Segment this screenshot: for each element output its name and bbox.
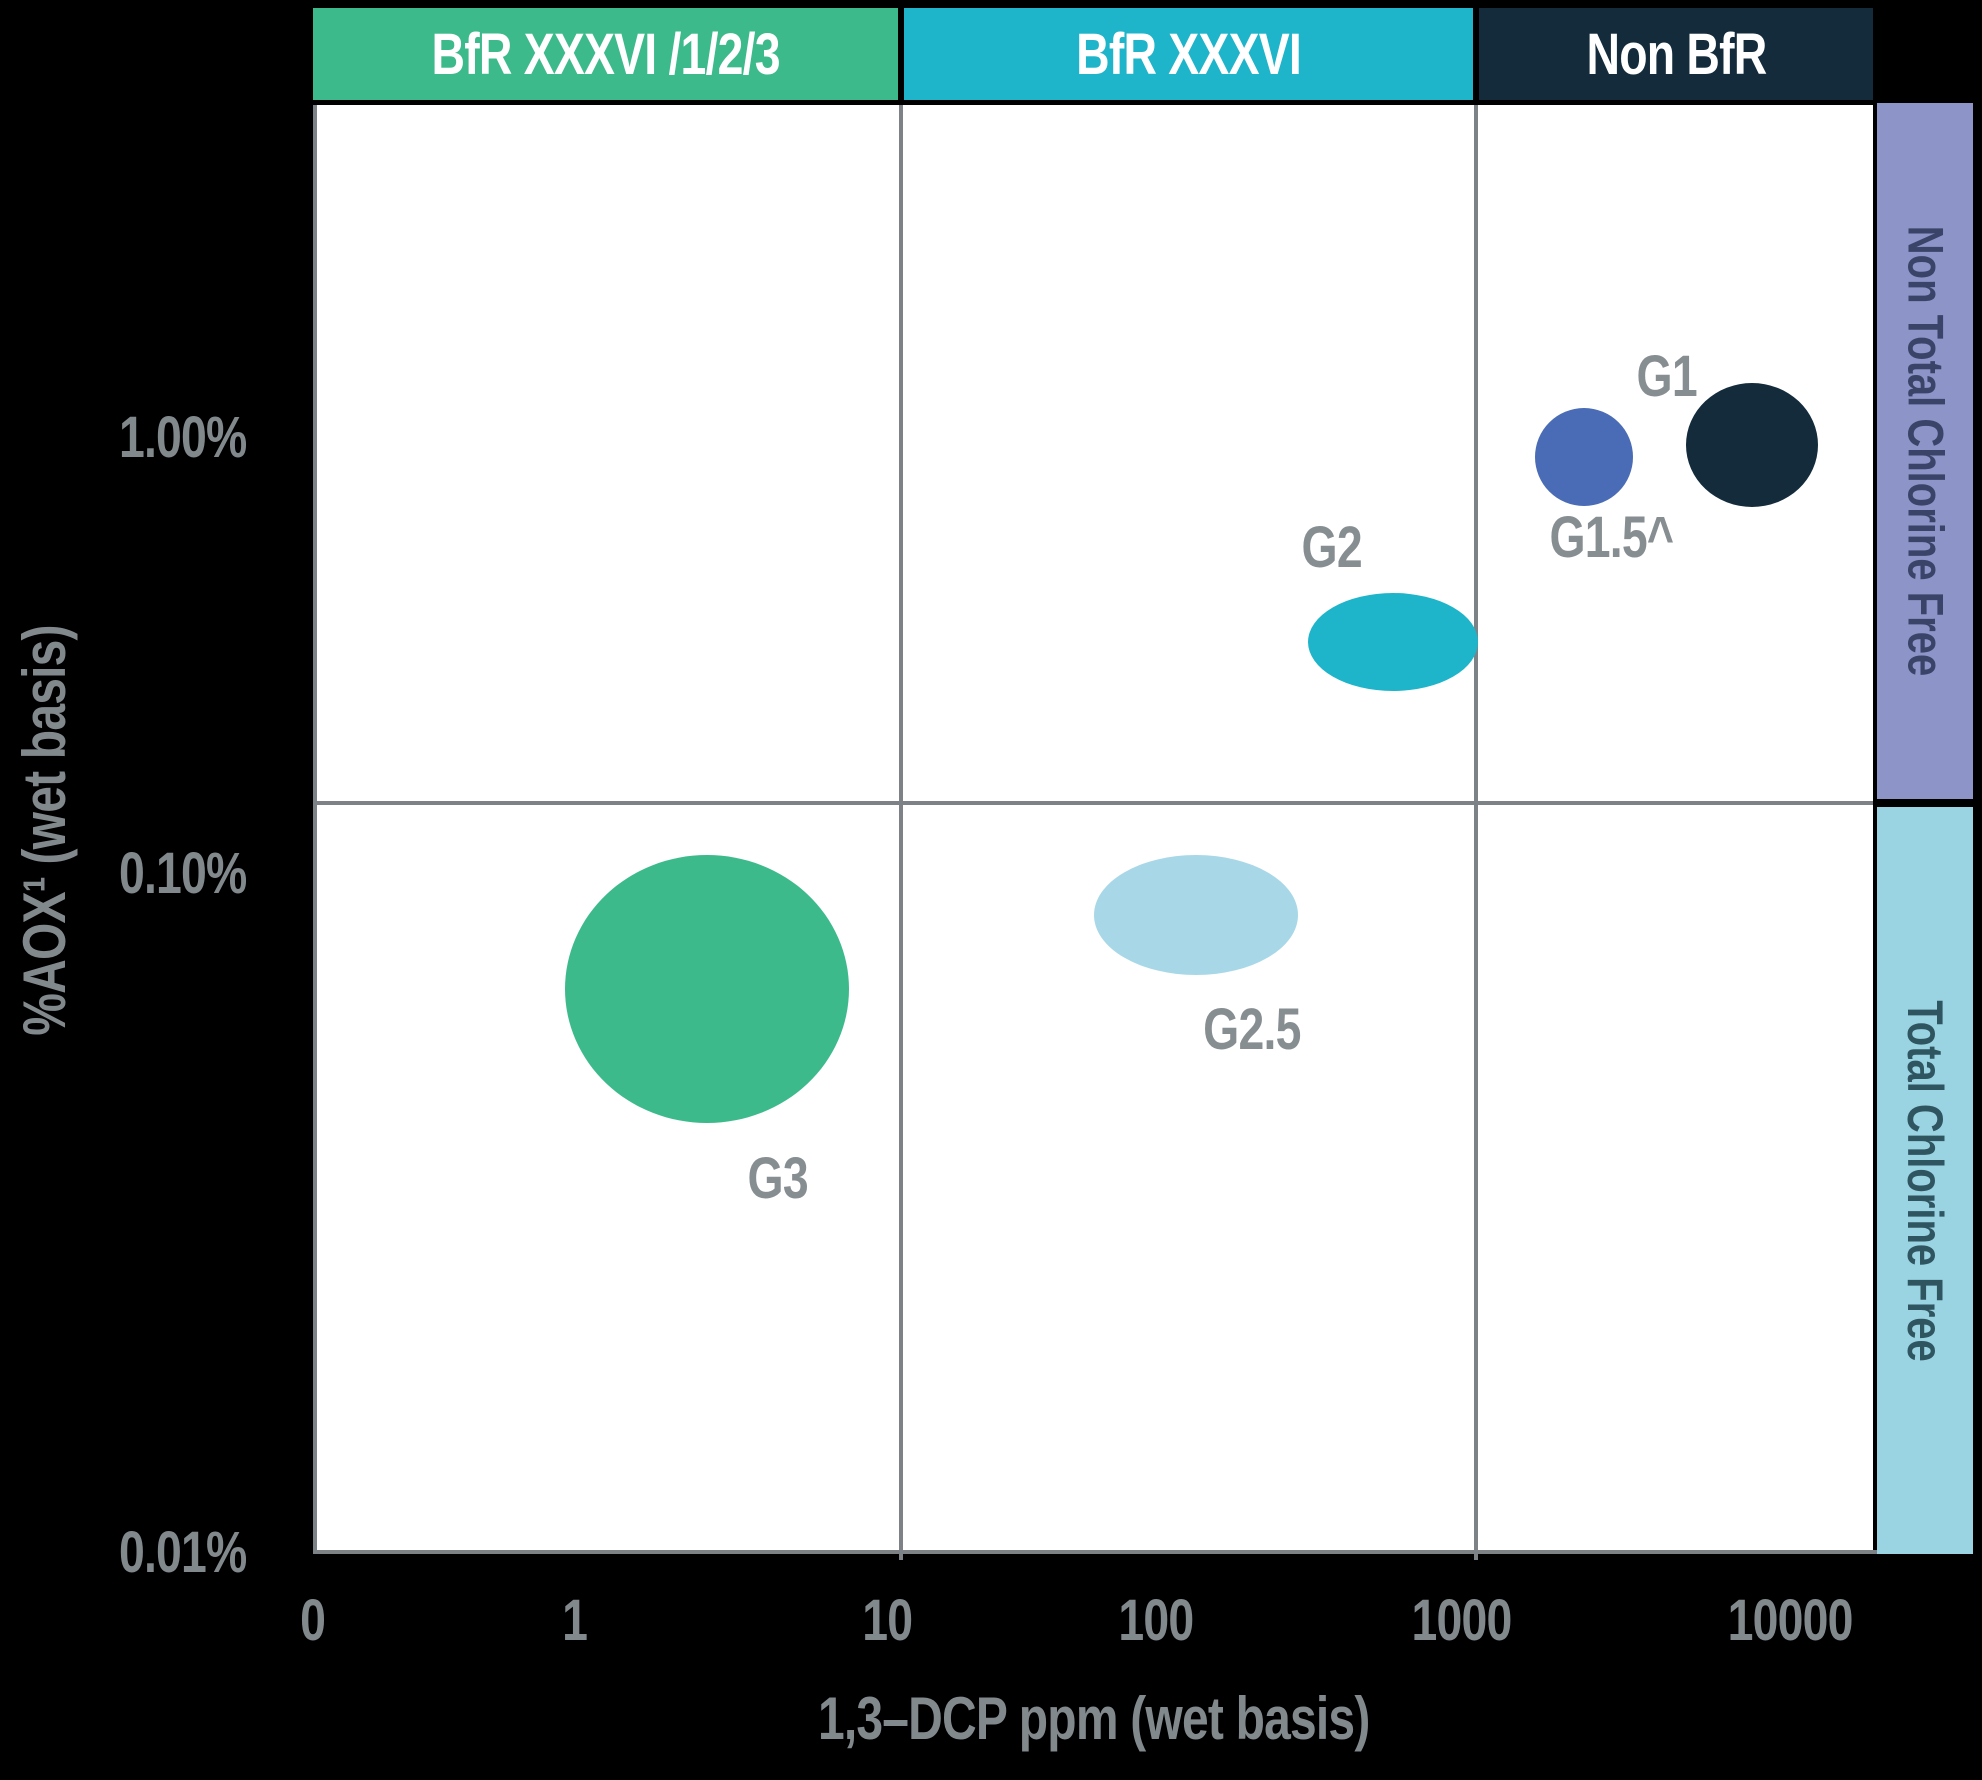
header-band-bfr-xxxvi: BfR XXXVI (904, 8, 1473, 100)
side-band-label: Non Total Chlorine Free (1897, 225, 1953, 677)
gridline-10 (899, 105, 903, 1560)
x-tick-label: 10 (862, 1587, 913, 1653)
header-band-label: Non BfR (1586, 21, 1767, 87)
bubble-g3 (565, 855, 849, 1123)
header-band-bfr-xxxvi-123: BfR XXXVI /1/2/3 (313, 8, 898, 100)
x-tick-label: 0 (300, 1587, 327, 1653)
bubble-label-text: G1.5^ (1549, 504, 1673, 570)
header-band-label: BfR XXXVI /1/2/3 (431, 21, 780, 87)
x-tick-label: 1000 (1411, 1587, 1513, 1653)
gridline-1000 (1474, 105, 1478, 1560)
x-axis-title: 1,3–DCP ppm (wet basis) (818, 1684, 1370, 1752)
side-band-non-total-chlorine-free: Non Total Chlorine Free (1877, 103, 1973, 799)
bubble-label-text: G2.5 (1203, 996, 1301, 1062)
header-band-label: BfR XXXVI (1076, 21, 1302, 87)
x-tick-label: 100 (1118, 1587, 1194, 1653)
bubble-g1-5 (1535, 408, 1633, 506)
bubble-g2 (1308, 593, 1478, 691)
y-axis-line (313, 105, 317, 1554)
y-tick-label: 0.01% (119, 1519, 247, 1585)
x-tick-label: 10000 (1727, 1587, 1853, 1653)
x-axis-line (313, 1550, 1879, 1554)
bubble-g2-5 (1094, 855, 1298, 975)
y-tick-label: 0.10% (119, 840, 247, 906)
plot-area (315, 105, 1873, 1552)
y-axis-title: %AOX¹ (wet basis) (11, 624, 79, 1036)
bubble-label-text: G2 (1301, 514, 1363, 580)
chlorine-divider-line (315, 801, 1873, 805)
side-band-total-chlorine-free: Total Chlorine Free (1877, 807, 1973, 1554)
side-band-label: Total Chlorine Free (1897, 999, 1953, 1362)
header-band-non-bfr: Non BfR (1479, 8, 1873, 100)
bubble-label-text: G3 (747, 1145, 809, 1211)
x-tick-label: 1 (562, 1587, 589, 1653)
bubble-g1 (1686, 383, 1818, 507)
y-tick-label: 1.00% (119, 404, 247, 470)
bubble-label-text: G1 (1636, 343, 1698, 409)
